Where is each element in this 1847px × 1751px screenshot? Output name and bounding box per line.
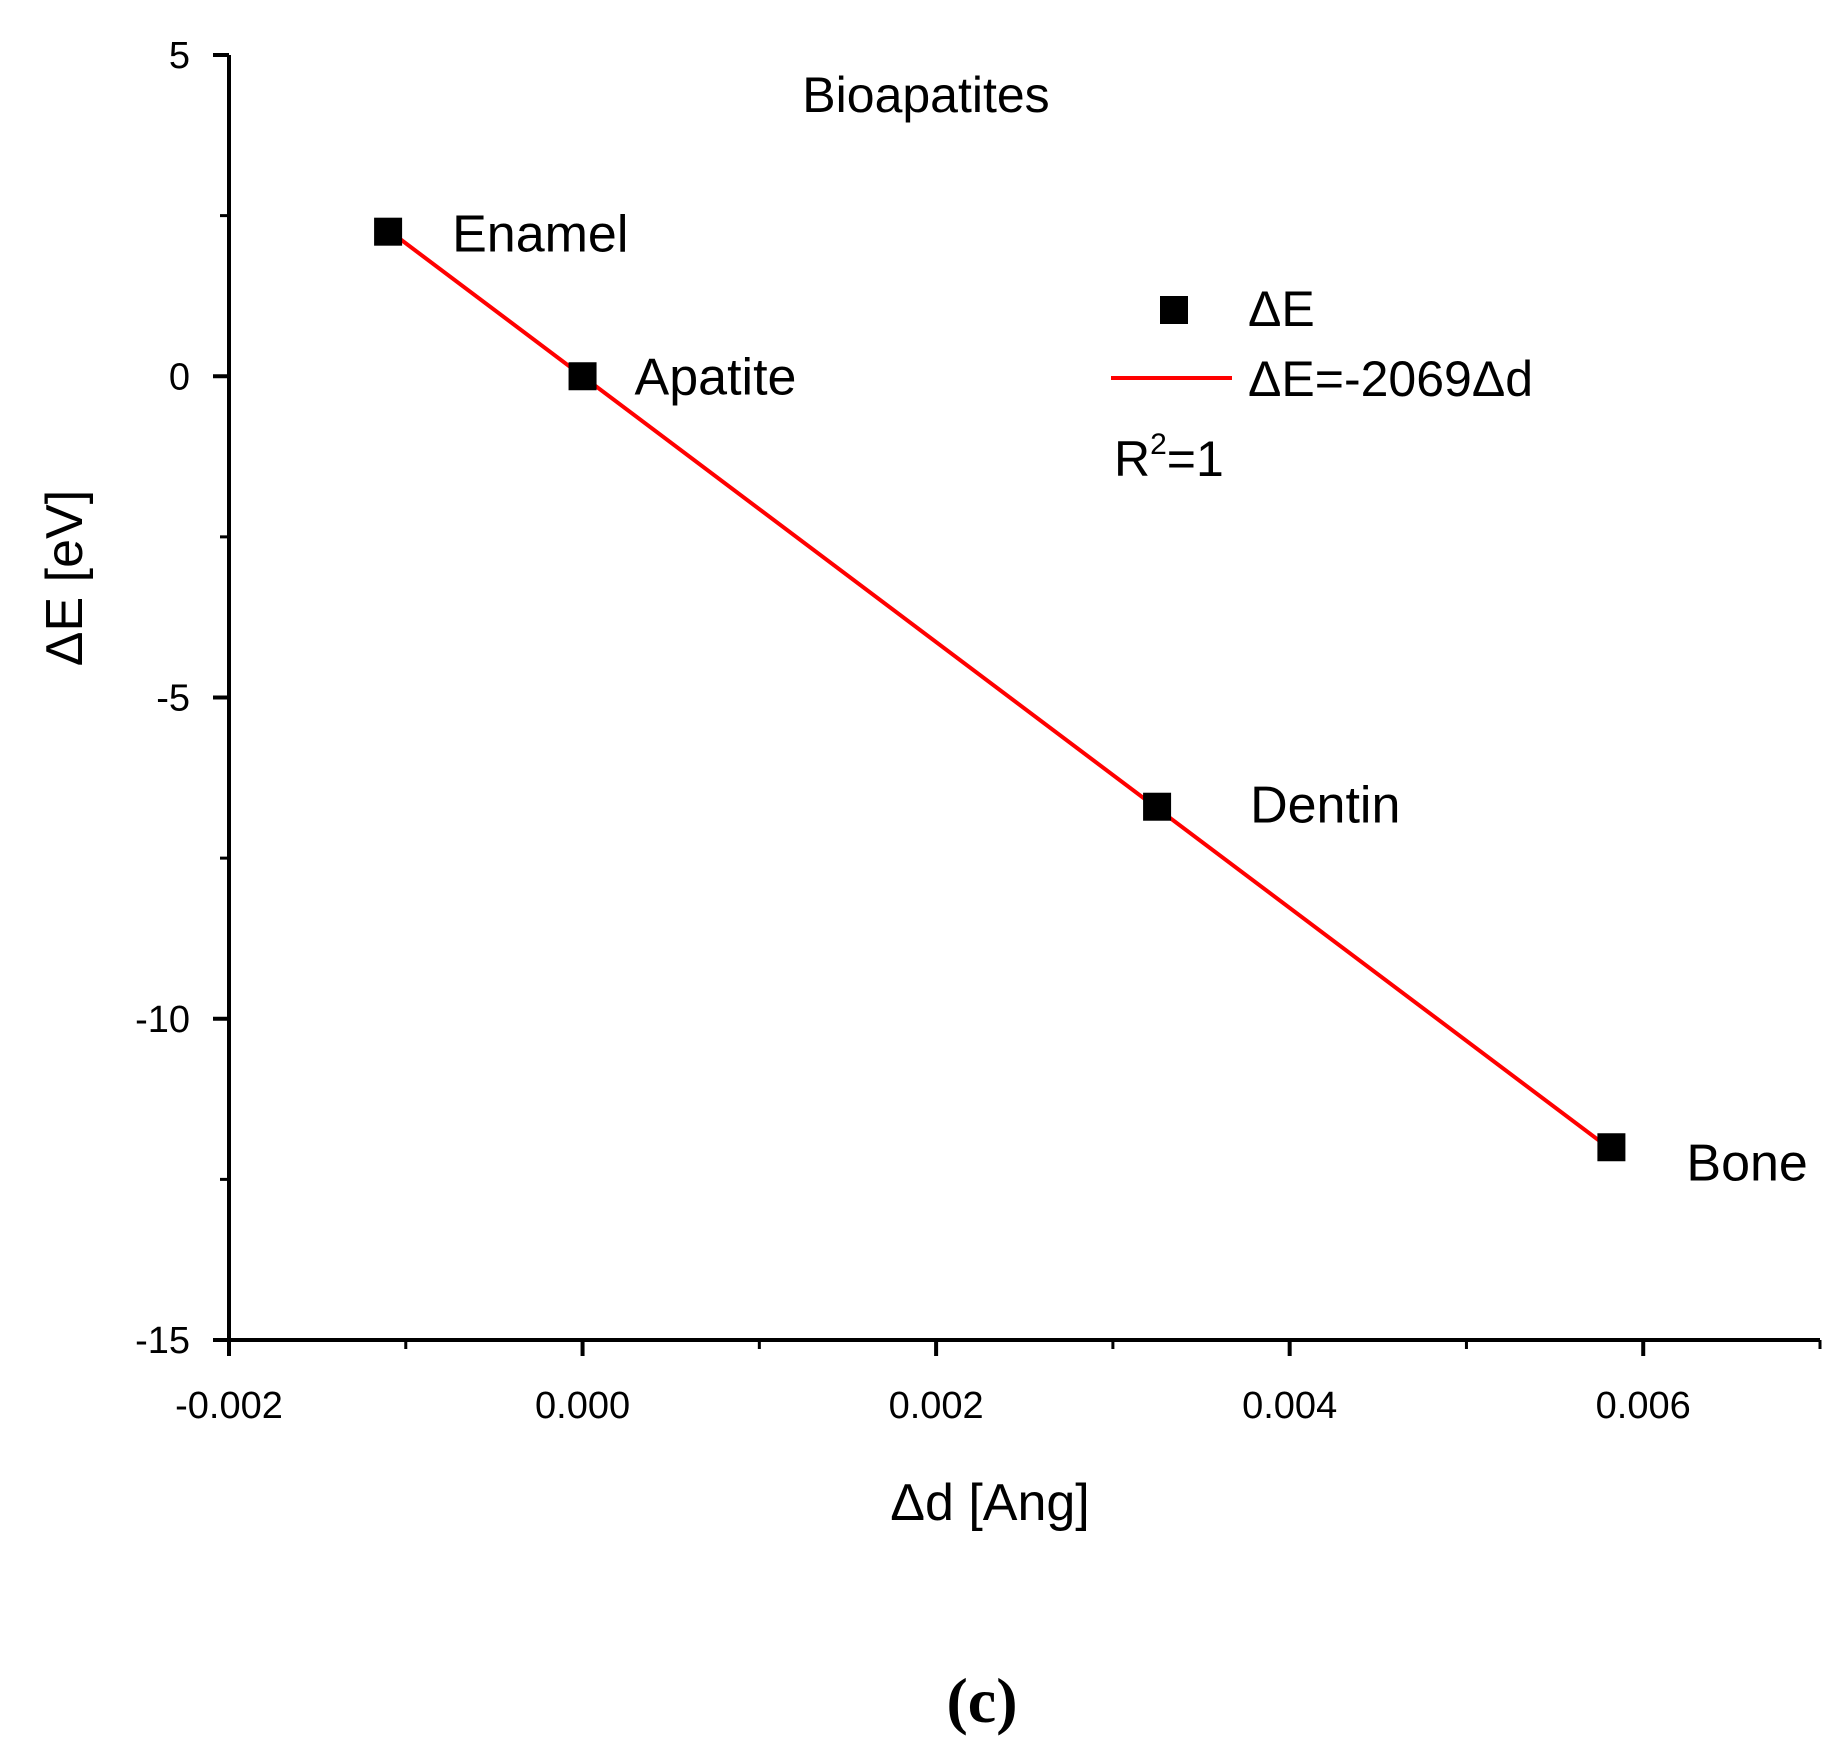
y-tick-label: -10 xyxy=(135,999,190,1041)
points-layer xyxy=(374,217,1626,1162)
r-squared-base: R xyxy=(1114,431,1150,487)
data-point-dentin xyxy=(1143,792,1172,821)
legend-line-label: ΔE=-2069Δd xyxy=(1248,351,1533,407)
x-tick-label: 0.006 xyxy=(1596,1385,1691,1427)
figure-caption: (c) xyxy=(946,1665,1017,1736)
y-tick-label: 5 xyxy=(169,35,190,77)
y-axis-title: ΔE [eV] xyxy=(36,490,94,666)
data-point-apatite xyxy=(568,362,597,391)
y-ticks: 5 0 -5 -10 -15 xyxy=(135,35,229,1362)
point-label-enamel: Enamel xyxy=(452,206,628,264)
y-tick-label: -15 xyxy=(135,1320,190,1362)
r-squared-superscript: 2 xyxy=(1150,428,1167,461)
chart-title: Bioapatites xyxy=(802,67,1049,123)
legend-scatter-label: ΔE xyxy=(1248,281,1315,337)
x-tick-label: 0.004 xyxy=(1242,1385,1337,1427)
legend-marker-square xyxy=(1160,296,1188,324)
data-point-bone xyxy=(1597,1133,1626,1162)
x-tick-label: -0.002 xyxy=(175,1385,283,1427)
point-label-dentin: Dentin xyxy=(1250,777,1400,835)
y-tick-label: -5 xyxy=(156,678,190,720)
r-squared-suffix: =1 xyxy=(1167,431,1224,487)
x-tick-label: 0.000 xyxy=(535,1385,630,1427)
x-ticks: -0.002 0.000 0.002 0.004 0.006 xyxy=(175,1340,1822,1427)
point-labels-layer: Enamel Apatite Dentin Bone xyxy=(452,206,1808,1193)
x-tick-label: 0.002 xyxy=(889,1385,984,1427)
legend: ΔE ΔE=-2069Δd R2=1 xyxy=(1111,281,1533,487)
x-axis-title: Δd [Ang] xyxy=(890,1474,1090,1532)
y-tick-label: 0 xyxy=(169,356,190,398)
data-point-enamel xyxy=(374,217,403,246)
r-squared-annotation: R2=1 xyxy=(1114,428,1224,487)
point-label-bone: Bone xyxy=(1686,1134,1807,1192)
point-label-apatite: Apatite xyxy=(635,348,797,406)
